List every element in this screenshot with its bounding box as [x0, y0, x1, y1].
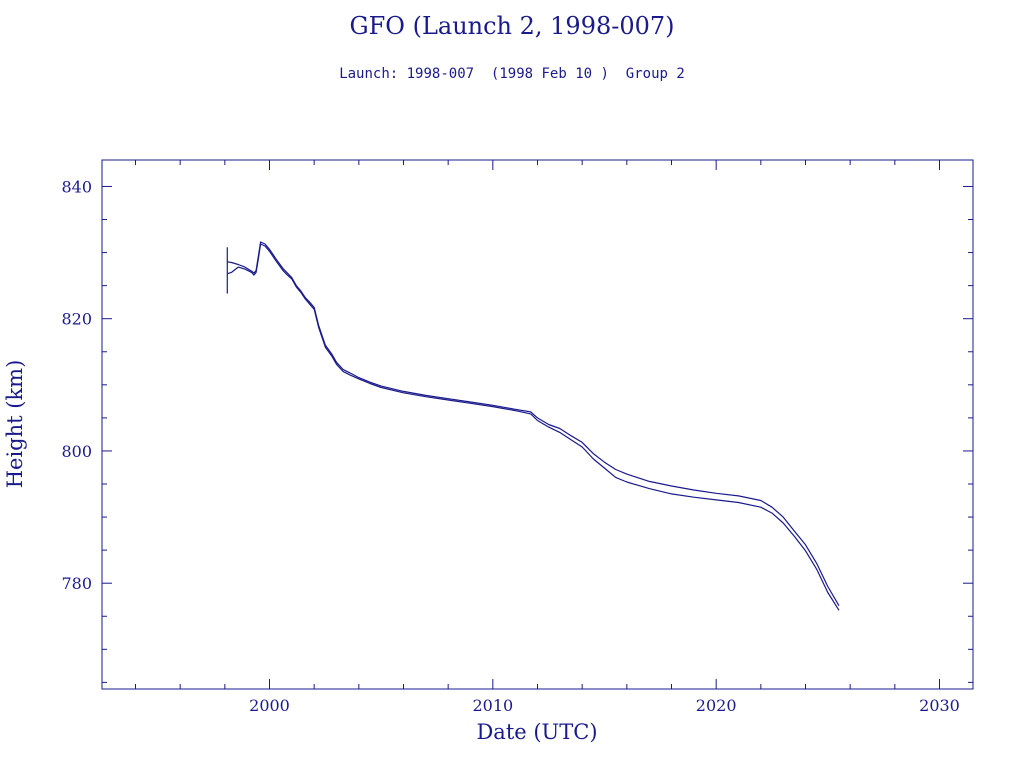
series-line-2	[227, 243, 840, 611]
axis-ticks	[102, 160, 973, 689]
axis-tick-labels: 2000 2010 2020 2030 780 800 820 840	[61, 177, 959, 715]
y-tick-label: 780	[61, 574, 92, 593]
x-tick-label: 2000	[249, 696, 290, 715]
x-tick-label: 2020	[696, 696, 737, 715]
x-tick-label: 2030	[919, 696, 960, 715]
y-axis-label: Height (km)	[3, 360, 27, 489]
y-tick-label: 840	[61, 177, 92, 196]
series-lines	[226, 241, 840, 611]
y-tick-label: 820	[61, 310, 92, 329]
plot-frame	[101, 159, 974, 690]
chart-subtitle: Launch: 1998-007 (1998 Feb 10 ) Group 2	[339, 66, 685, 82]
x-axis-label: Date (UTC)	[476, 720, 597, 744]
y-tick-label: 800	[61, 442, 92, 461]
chart-title: GFO (Launch 2, 1998-007)	[349, 12, 675, 40]
series-line-1	[227, 241, 840, 607]
x-tick-label: 2010	[472, 696, 513, 715]
